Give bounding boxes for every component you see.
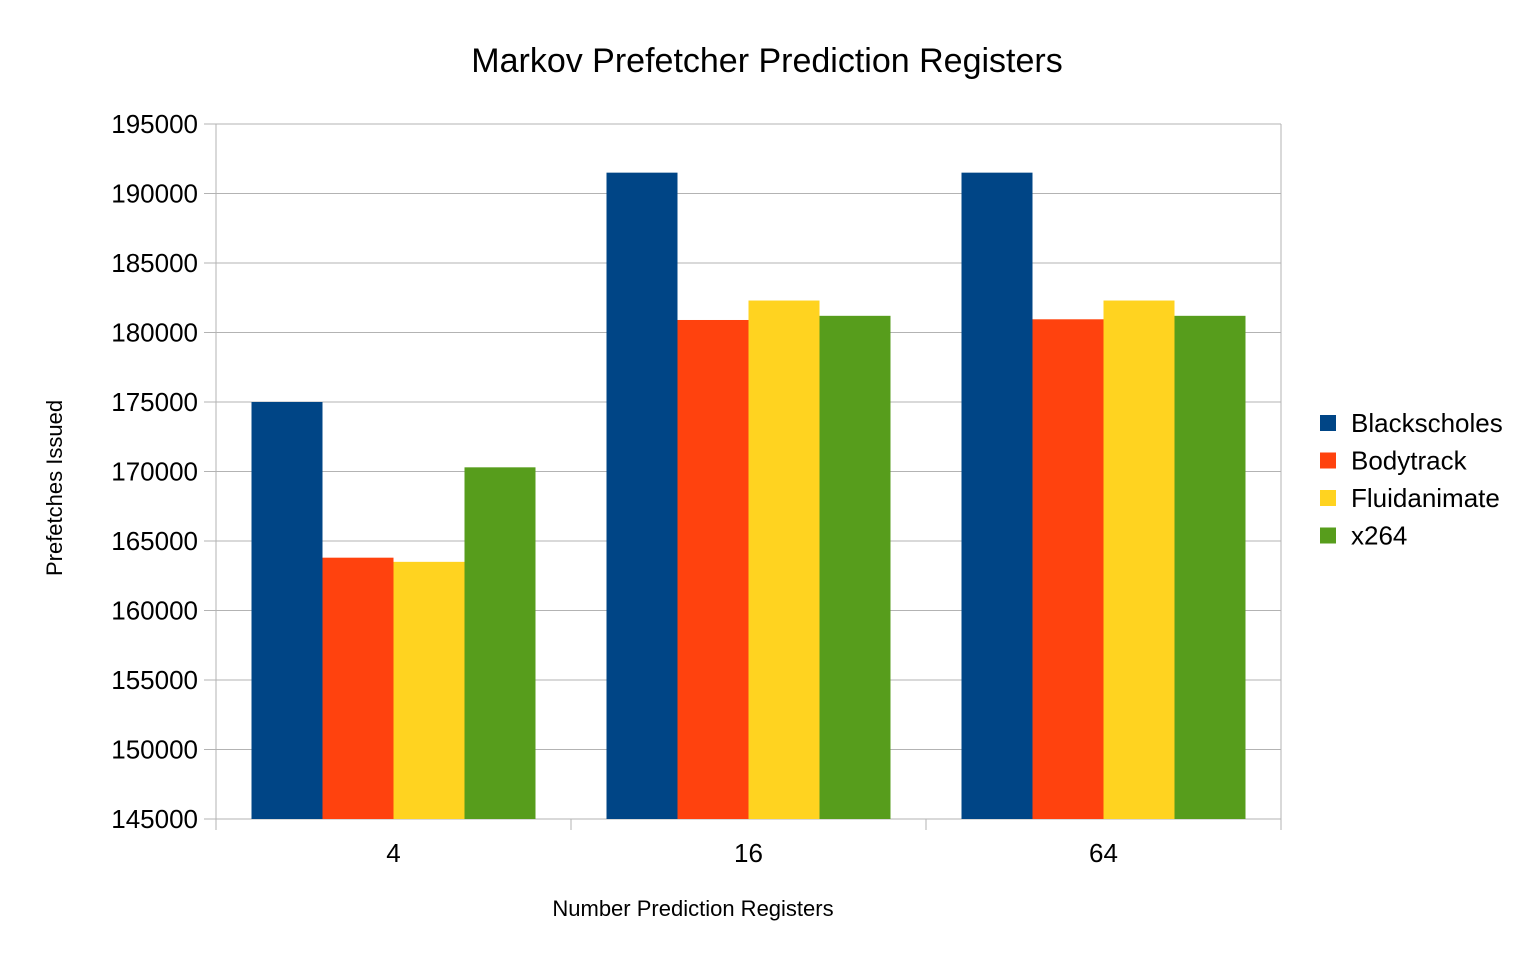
y-tick-label: 165000 [111,526,198,556]
legend-swatch [1320,490,1336,506]
legend-swatch [1320,415,1336,431]
bar-fluidanimate-16 [748,300,820,819]
bar-blackscholes-64 [961,172,1033,819]
x-tick-label: 4 [386,838,400,868]
bar-bodytrack-4 [322,557,394,819]
y-tick-label: 185000 [111,248,198,278]
y-tick-label: 150000 [111,735,198,765]
bar-blackscholes-16 [606,172,678,819]
bars [251,172,1246,819]
bar-fluidanimate-4 [393,561,465,819]
y-tick-labels: 145000 150000 155000 160000 165000 170000 1750… [111,109,198,834]
legend-label: Bodytrack [1351,446,1468,476]
y-tick-label: 170000 [111,457,198,487]
x-tick-label: 16 [734,838,763,868]
x-tick-labels: 4 16 64 [386,838,1118,868]
x-tick-label: 64 [1089,838,1118,868]
bar-x264-16 [819,315,891,819]
legend-label: Blackscholes [1351,408,1503,438]
legend-swatch [1320,452,1336,469]
y-tick-label: 180000 [111,318,198,348]
y-tick-label: 190000 [111,179,198,209]
bar-fluidanimate-64 [1103,300,1175,819]
bar-bodytrack-64 [1032,319,1104,819]
bar-x264-4 [464,467,536,819]
y-tick-label: 155000 [111,665,198,695]
bar-x264-64 [1174,315,1246,819]
y-tick-label: 145000 [111,804,198,834]
legend-label: Fluidanimate [1351,483,1500,513]
legend-swatch [1320,527,1336,544]
legend: Blackscholes Bodytrack Fluidanimate x264 [1320,408,1503,551]
y-axis-label: Prefetches Issued [42,400,67,576]
legend-label: x264 [1351,521,1407,551]
y-tick-label: 195000 [111,109,198,139]
bar-bodytrack-16 [677,319,749,819]
x-axis-label: Number Prediction Registers [552,896,833,921]
y-tick-label: 160000 [111,596,198,626]
bar-blackscholes-4 [251,402,323,819]
y-tick-label: 175000 [111,387,198,417]
chart-title: Markov Prefetcher Prediction Registers [471,42,1062,80]
